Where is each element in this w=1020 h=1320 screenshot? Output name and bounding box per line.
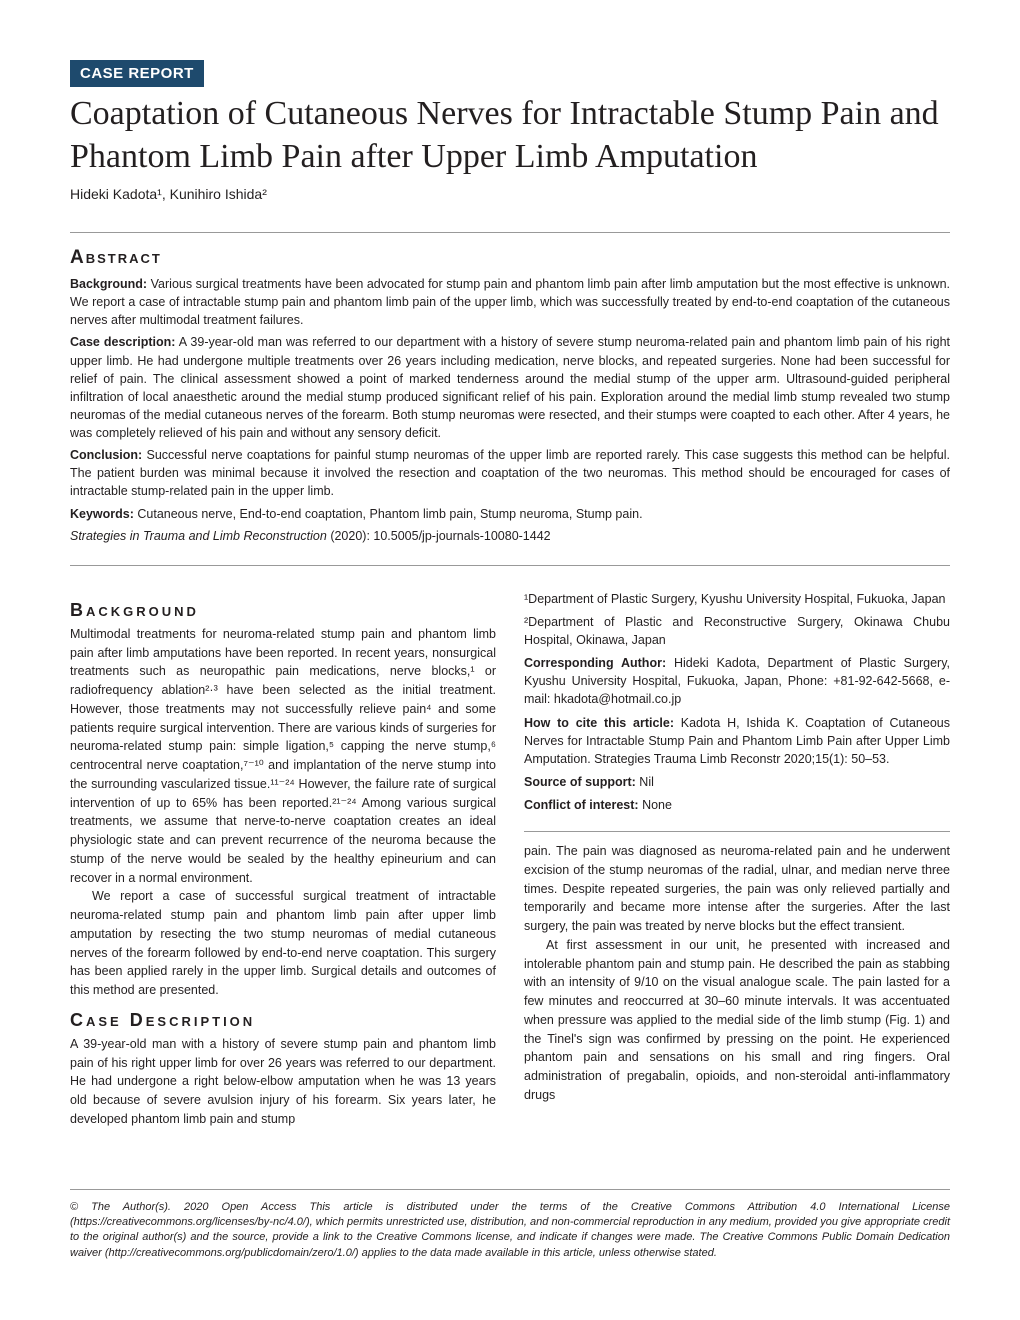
case-p3: At first assessment in our unit, he pres… xyxy=(524,936,950,1105)
article-title: Coaptation of Cutaneous Nerves for Intra… xyxy=(70,93,950,178)
affiliations-box: ¹Department of Plastic Surgery, Kyushu U… xyxy=(524,590,950,832)
background-heading: Background xyxy=(70,600,496,621)
right-column: ¹Department of Plastic Surgery, Kyushu U… xyxy=(524,590,950,1129)
conflict-of-interest: Conflict of interest: None xyxy=(524,796,950,814)
abstract-background: Background: Various surgical treatments … xyxy=(70,275,950,329)
corresponding-author: Corresponding Author: Hideki Kadota, Dep… xyxy=(524,654,950,708)
abstract-background-label: Background: xyxy=(70,277,147,291)
cite-label: How to cite this article: xyxy=(524,716,674,730)
background-p2: We report a case of successful surgical … xyxy=(70,887,496,1000)
abstract-keywords: Keywords: Cutaneous nerve, End-to-end co… xyxy=(70,505,950,523)
authors: Hideki Kadota¹, Kunihiro Ishida² xyxy=(70,186,950,202)
corr-label: Corresponding Author: xyxy=(524,656,666,670)
abstract-case-label: Case description: xyxy=(70,335,175,349)
abstract-background-text: Various surgical treatments have been ad… xyxy=(70,277,950,327)
conflict-text: None xyxy=(639,798,672,812)
abstract-conclusion-label: Conclusion: xyxy=(70,448,142,462)
license-text: © The Author(s). 2020 Open Access This a… xyxy=(70,1200,950,1262)
support-text: Nil xyxy=(636,775,654,789)
conflict-label: Conflict of interest: xyxy=(524,798,639,812)
case-p1: A 39-year-old man with a history of seve… xyxy=(70,1035,496,1129)
abstract-doi-journal: Strategies in Trauma and Limb Reconstruc… xyxy=(70,529,327,543)
abstract-case-text: A 39-year-old man was referred to our de… xyxy=(70,335,950,440)
case-heading: Case Description xyxy=(70,1010,496,1031)
two-column-layout: Background Multimodal treatments for neu… xyxy=(70,590,950,1129)
how-to-cite: How to cite this article: Kadota H, Ishi… xyxy=(524,714,950,768)
case-p2: pain. The pain was diagnosed as neuroma-… xyxy=(524,842,950,936)
abstract-doi-rest: (2020): 10.5005/jp-journals-10080-1442 xyxy=(327,529,551,543)
abstract-case: Case description: A 39-year-old man was … xyxy=(70,333,950,442)
abstract-conclusion: Conclusion: Successful nerve coaptations… xyxy=(70,446,950,500)
license-footer: © The Author(s). 2020 Open Access This a… xyxy=(70,1189,950,1262)
affil-1: ¹Department of Plastic Surgery, Kyushu U… xyxy=(524,590,950,608)
case-report-banner: CASE REPORT xyxy=(70,60,204,87)
background-p1: Multimodal treatments for neuroma-relate… xyxy=(70,625,496,888)
abstract-conclusion-text: Successful nerve coaptations for painful… xyxy=(70,448,950,498)
abstract-box: Abstract Background: Various surgical tr… xyxy=(70,232,950,566)
abstract-doi: Strategies in Trauma and Limb Reconstruc… xyxy=(70,527,950,545)
source-of-support: Source of support: Nil xyxy=(524,773,950,791)
affil-2: ²Department of Plastic and Reconstructiv… xyxy=(524,613,950,649)
abstract-keywords-text: Cutaneous nerve, End-to-end coaptation, … xyxy=(134,507,643,521)
abstract-heading: Abstract xyxy=(70,247,950,269)
support-label: Source of support: xyxy=(524,775,636,789)
left-column: Background Multimodal treatments for neu… xyxy=(70,590,496,1129)
abstract-keywords-label: Keywords: xyxy=(70,507,134,521)
